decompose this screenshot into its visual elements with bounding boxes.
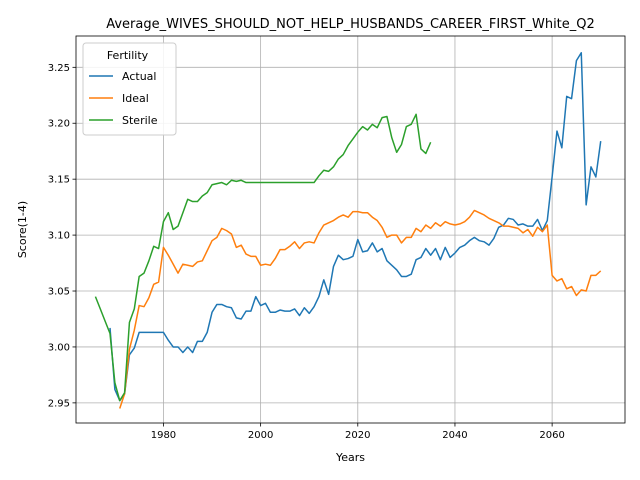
y-axis-label: Score(1-4) (16, 201, 29, 258)
x-axis-ticks: 1980 2000 2020 2040 2060 (151, 423, 565, 441)
legend-label-sterile: Sterile (122, 114, 158, 127)
y-tick-label: 3.15 (48, 175, 70, 186)
x-tick-label: 2060 (539, 430, 564, 441)
series-lines (94, 52, 602, 409)
legend-box (82, 42, 177, 136)
legend-label-ideal: Ideal (122, 92, 149, 105)
x-tick-label: 2000 (248, 430, 273, 441)
series-line-ideal (119, 209, 602, 409)
legend-title: Fertility (107, 49, 149, 62)
plot-frame (75, 35, 626, 424)
y-tick-label: 3.10 (48, 231, 70, 242)
legend-label-actual: Actual (122, 70, 156, 83)
series-line-sterile (94, 113, 432, 402)
chart-title: Average_WIVES_SHOULD_NOT_HELP_HUSBANDS_C… (106, 17, 595, 32)
x-tick-label: 2020 (345, 430, 370, 441)
y-axis-ticks: 2.95 3.00 3.05 3.10 3.15 3.20 3.25 (48, 63, 76, 409)
legend: Fertility Actual Ideal Sterile (82, 42, 177, 136)
y-tick-label: 3.25 (48, 63, 70, 74)
series-line-actual (109, 52, 602, 402)
y-tick-label: 3.20 (48, 119, 70, 130)
x-tick-label: 1980 (151, 430, 176, 441)
y-tick-label: 3.05 (48, 287, 70, 298)
y-tick-label: 2.95 (48, 398, 70, 409)
x-axis-label: Years (335, 451, 365, 464)
grid (76, 36, 625, 423)
legend-items: Actual Ideal Sterile (89, 70, 158, 127)
x-tick-label: 2040 (442, 430, 467, 441)
y-tick-label: 3.00 (48, 342, 70, 353)
